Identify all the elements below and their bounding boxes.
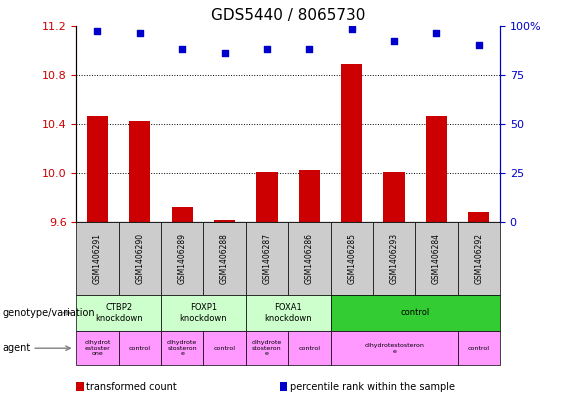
Point — [177, 46, 186, 52]
Point — [93, 28, 102, 35]
Bar — [341, 64, 362, 393]
Text: control: control — [401, 309, 430, 317]
Text: FOXP1
knockdown: FOXP1 knockdown — [180, 303, 227, 323]
Text: dihydrote
stosteron
e: dihydrote stosteron e — [167, 340, 197, 356]
Point — [347, 26, 356, 33]
Point — [474, 42, 483, 48]
Text: control: control — [129, 346, 151, 351]
Bar — [299, 171, 320, 393]
Text: GSM1406291: GSM1406291 — [93, 233, 102, 284]
Text: GSM1406288: GSM1406288 — [220, 233, 229, 284]
Text: transformed count: transformed count — [86, 382, 177, 392]
Point — [432, 30, 441, 37]
Point — [305, 46, 314, 52]
Text: dihydrotestosteron
e: dihydrotestosteron e — [364, 343, 424, 354]
Bar — [468, 212, 489, 393]
Point — [220, 50, 229, 56]
Text: percentile rank within the sample: percentile rank within the sample — [290, 382, 455, 392]
Text: GSM1406293: GSM1406293 — [390, 233, 398, 284]
Point — [262, 46, 271, 52]
Bar — [129, 121, 150, 393]
Text: GSM1406284: GSM1406284 — [432, 233, 441, 284]
Bar — [257, 172, 277, 393]
Text: control: control — [214, 346, 236, 351]
Text: FOXA1
knockdown: FOXA1 knockdown — [264, 303, 312, 323]
Text: GSM1406286: GSM1406286 — [305, 233, 314, 284]
Title: GDS5440 / 8065730: GDS5440 / 8065730 — [211, 8, 366, 23]
Text: GSM1406290: GSM1406290 — [136, 233, 144, 284]
Point — [136, 30, 145, 37]
Text: genotype/variation: genotype/variation — [3, 308, 95, 318]
Bar — [384, 172, 405, 393]
Bar — [172, 208, 193, 393]
Text: GSM1406289: GSM1406289 — [178, 233, 186, 284]
Text: GSM1406292: GSM1406292 — [475, 233, 483, 284]
Text: agent: agent — [3, 343, 31, 353]
Text: dihydrote
stosteron
e: dihydrote stosteron e — [252, 340, 282, 356]
Point — [389, 38, 398, 44]
Bar — [214, 220, 235, 393]
Text: control: control — [468, 346, 490, 351]
Bar — [87, 116, 108, 393]
Text: dihydrot
estoster
one: dihydrot estoster one — [84, 340, 111, 356]
Text: control: control — [298, 346, 320, 351]
Text: GSM1406287: GSM1406287 — [263, 233, 271, 284]
Text: GSM1406285: GSM1406285 — [347, 233, 356, 284]
Bar — [426, 116, 447, 393]
Text: CTBP2
knockdown: CTBP2 knockdown — [95, 303, 142, 323]
